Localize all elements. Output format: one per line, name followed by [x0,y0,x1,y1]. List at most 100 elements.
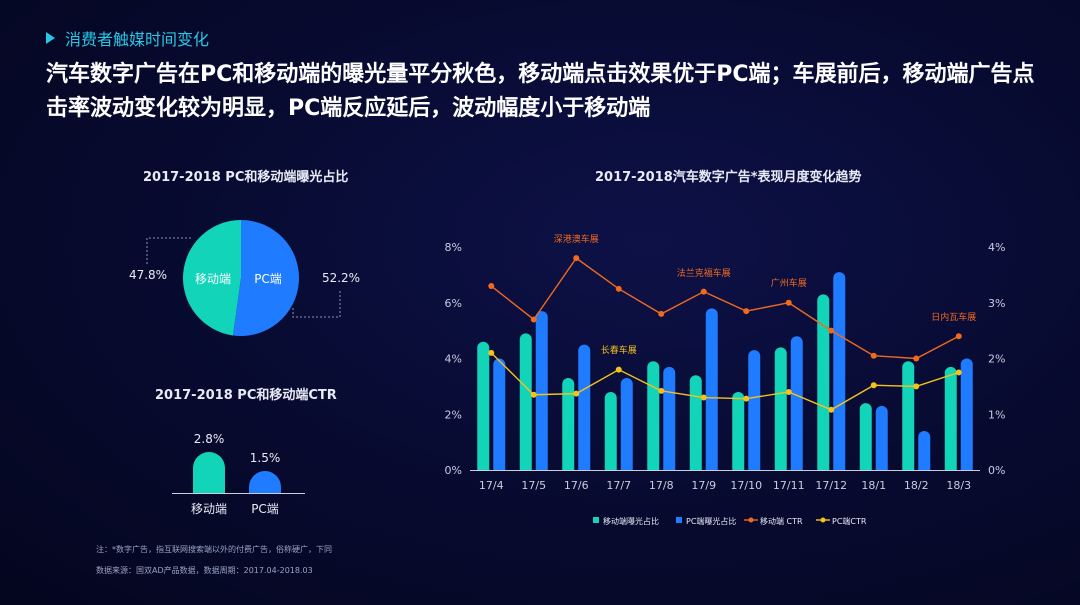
x-axis-tick: 17/8 [649,479,674,492]
pie-slice-pc [233,220,299,337]
pc-ctr-point [743,395,750,402]
event-annotation: 广州车展 [771,277,807,289]
legend-swatch [820,517,826,523]
x-axis-tick: 17/9 [691,479,716,492]
ctr-category-label: 移动端 [191,502,227,516]
mobile-exposure-bar [519,333,532,470]
pc-ctr-line [490,352,959,411]
x-axis-tick: 17/6 [564,479,589,492]
x-axis-tick: 18/2 [904,479,929,492]
mobile-ctr-point [785,299,792,306]
ctr-value-label: 2.8% [194,432,225,446]
legend-swatch [676,517,682,523]
mobile-ctr-point [913,355,920,362]
x-axis-tick: 17/10 [730,479,762,492]
legend-label: PC端CTR [832,516,867,526]
pie-label-pc: PC端 [254,272,282,286]
mobile-ctr-point [955,333,962,340]
mobile-ctr-point [488,283,495,290]
event-annotation: 法兰克福车展 [677,267,731,279]
x-axis-tick: 18/3 [946,479,971,492]
right-axis-tick: 2% [988,353,1005,366]
event-annotation: 长春车展 [601,344,637,356]
pc-ctr-point [530,391,537,398]
ctr-bar-mobile [193,452,225,493]
mobile-exposure-bar [477,341,490,470]
triangle-icon [46,32,55,44]
ctr-chart-title: 2017-2018 PC和移动端CTR [155,388,337,403]
right-axis-tick: 1% [988,408,1005,421]
x-axis-tick: 17/4 [479,479,504,492]
pc-exposure-bar [535,311,548,470]
mobile-ctr-point [828,327,835,334]
mobile-exposure-bar [902,361,915,470]
mobile-exposure-bar [817,294,830,470]
mobile-exposure-bar [944,366,957,470]
pc-exposure-bar [918,430,931,470]
mobile-exposure-bar [604,391,617,470]
pc-exposure-bar [790,336,803,470]
ctr-value-label: 1.5% [250,451,281,465]
pie-leader-pc [292,290,341,318]
legend-label: 移动端曝光占比 [603,516,659,526]
legend-label: PC端曝光占比 [686,516,736,526]
mobile-exposure-bar [859,403,872,470]
x-axis-tick: 17/7 [606,479,631,492]
pc-ctr-point [615,366,622,373]
ctr-bar-pc [249,471,281,493]
mobile-ctr-point [615,285,622,292]
mobile-exposure-bar [647,361,660,470]
pie-chart-title: 2017-2018 PC和移动端曝光占比 [143,170,349,185]
ctr-bar-chart: 2.8% 移动端 1.5% PC端 [172,432,305,516]
mobile-exposure-bar [562,378,575,470]
pc-ctr-point [658,387,665,394]
right-axis-tick: 0% [988,464,1005,477]
footnote-source: 数据来源：国双AD产品数据，数据周期：2017.04-2018.03 [96,566,313,575]
mobile-ctr-point [743,308,750,315]
x-axis-tick: 18/1 [861,479,886,492]
right-axis-tick: 4% [988,241,1005,254]
pc-exposure-bar [620,378,633,470]
pc-ctr-point [700,394,707,401]
pc-exposure-bar [493,358,506,470]
mobile-ctr-line [490,257,960,360]
left-axis-tick: 6% [445,297,462,310]
section-label-text: 消费者触媒时间变化 [65,30,210,49]
mobile-ctr-point [573,255,580,262]
mobile-exposure-bar [689,375,702,470]
pie-leader-mobile [146,237,191,266]
headline: 汽车数字广告在PC和移动端的曝光量平分秋色，移动端点击效果优于PC端；车展前后，… [46,62,1035,121]
pc-exposure-bar [960,358,973,470]
ctr-category-label: PC端 [251,502,279,516]
pc-ctr-point [913,383,920,390]
mobile-exposure-bar [732,391,745,470]
x-axis-tick: 17/5 [521,479,546,492]
left-axis-tick: 8% [445,241,462,254]
event-annotation: 深港澳车展 [554,233,599,245]
right-axis-tick: 3% [988,297,1005,310]
exposure-pie-chart: 移动端 PC端 47.8% 52.2% [129,220,360,337]
event-annotation: 日内瓦车展 [931,311,976,323]
pc-exposure-bar [748,350,761,470]
mobile-ctr-point [870,352,877,359]
mobile-ctr-point [700,288,707,295]
section-label: 消费者触媒时间变化 [46,26,209,50]
pc-ctr-point [785,388,792,395]
pc-ctr-point [828,406,835,413]
x-axis-tick: 17/11 [773,479,805,492]
pie-label-mobile: 移动端 [195,272,231,286]
pie-value-mobile: 47.8% [129,268,167,282]
x-axis-tick: 17/12 [815,479,847,492]
pc-ctr-point [870,382,877,389]
left-axis-tick: 4% [445,353,462,366]
legend-label: 移动端 CTR [760,516,803,526]
pc-ctr-point [573,390,580,397]
trend-chart-title: 2017-2018汽车数字广告*表现月度变化趋势 [595,170,862,185]
footnote-note: 注：*数字广告，指互联网搜索端以外的付费广告，俗称硬广，下同 [96,545,332,554]
legend-swatch [748,517,754,523]
pc-exposure-bar [875,405,888,470]
pc-ctr-point [955,369,962,376]
pc-exposure-bar [705,308,718,470]
mobile-ctr-point [530,316,537,323]
